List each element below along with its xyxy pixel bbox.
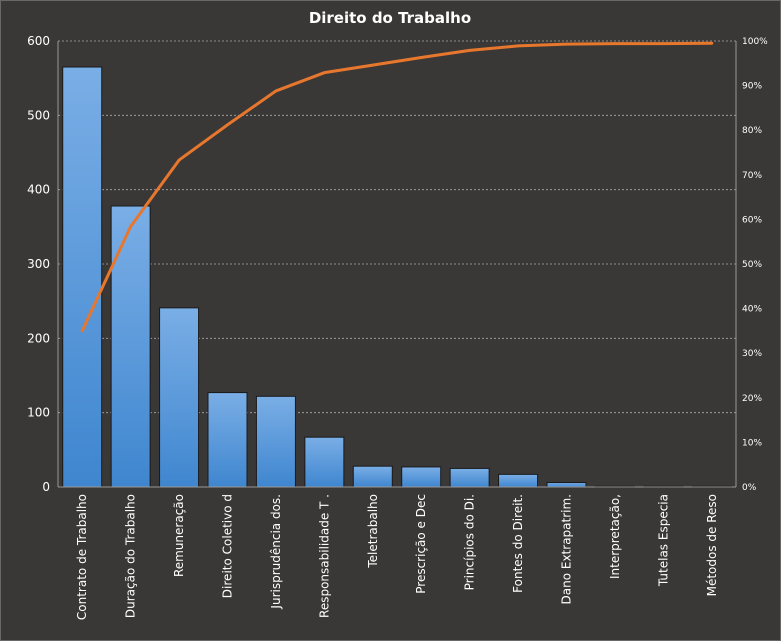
bar (546, 482, 587, 488)
y2-tick-label: 80% (742, 126, 762, 136)
x-tick-label: Direito Coletivo d (221, 494, 235, 598)
bar (110, 205, 151, 488)
y-axis-right: 0% 10% 20% 30% 40% 50% 60% 70% 80% 90% 100% (735, 37, 768, 493)
chart-title: Direito do Trabalho (309, 9, 471, 27)
bar (159, 307, 200, 488)
y2-tick-label: 60% (742, 215, 762, 225)
y2-tick-label: 0% (742, 483, 757, 493)
bar (401, 466, 442, 488)
x-tick-label: Tutelas Especia (656, 494, 670, 587)
cumulative-line (80, 41, 714, 333)
x-tick-label: Remuneração (172, 494, 186, 577)
y2-tick-label: 100% (742, 37, 768, 47)
cumulative-line-path (80, 41, 714, 333)
bar (498, 473, 539, 488)
bars (62, 66, 732, 488)
bar (62, 66, 103, 488)
y-tick-label: 400 (27, 183, 50, 197)
x-tick-label: Duração do Trabalho (124, 494, 138, 618)
y2-tick-label: 10% (742, 438, 762, 448)
x-tick-label: Princípios do Di. (463, 494, 477, 590)
y2-tick-label: 70% (742, 171, 762, 181)
y-tick-label: 300 (27, 257, 50, 271)
y-tick-label: 600 (27, 34, 50, 48)
y2-tick-label: 50% (742, 260, 762, 270)
x-tick-label: Contrato de Trabalho (75, 494, 89, 620)
x-tick-label: Jurisprudência dos. (269, 494, 283, 610)
y-tick-label: 100 (27, 406, 50, 420)
x-tick-label: Métodos de Reso (705, 494, 719, 596)
y-axis-left: 0 100 200 300 400 500 600 (27, 34, 59, 494)
x-tick-label: Responsabilidade T . (317, 494, 331, 618)
x-tick-label: Dano Extrapatrim. (560, 494, 574, 604)
bar (255, 395, 296, 488)
y2-tick-label: 30% (742, 349, 762, 359)
bar (207, 392, 248, 488)
x-tick-label: Teletrabalho (366, 494, 380, 569)
y2-tick-label: 90% (742, 82, 762, 92)
y2-tick-label: 40% (742, 305, 762, 315)
y-tick-label: 200 (27, 331, 50, 345)
bar (449, 467, 490, 488)
y-tick-label: 0 (42, 480, 50, 494)
bar (304, 436, 345, 488)
x-axis: Contrato de Trabalho Duração do Trabalho R… (58, 486, 736, 620)
x-tick-label: Prescrição e Dec (414, 494, 428, 594)
y2-tick-label: 20% (742, 394, 762, 404)
bar (352, 465, 393, 488)
x-tick-label: Interpretação, (608, 494, 622, 579)
y-tick-label: 500 (27, 108, 50, 122)
x-tick-label: Fontes do Direit. (511, 494, 525, 593)
